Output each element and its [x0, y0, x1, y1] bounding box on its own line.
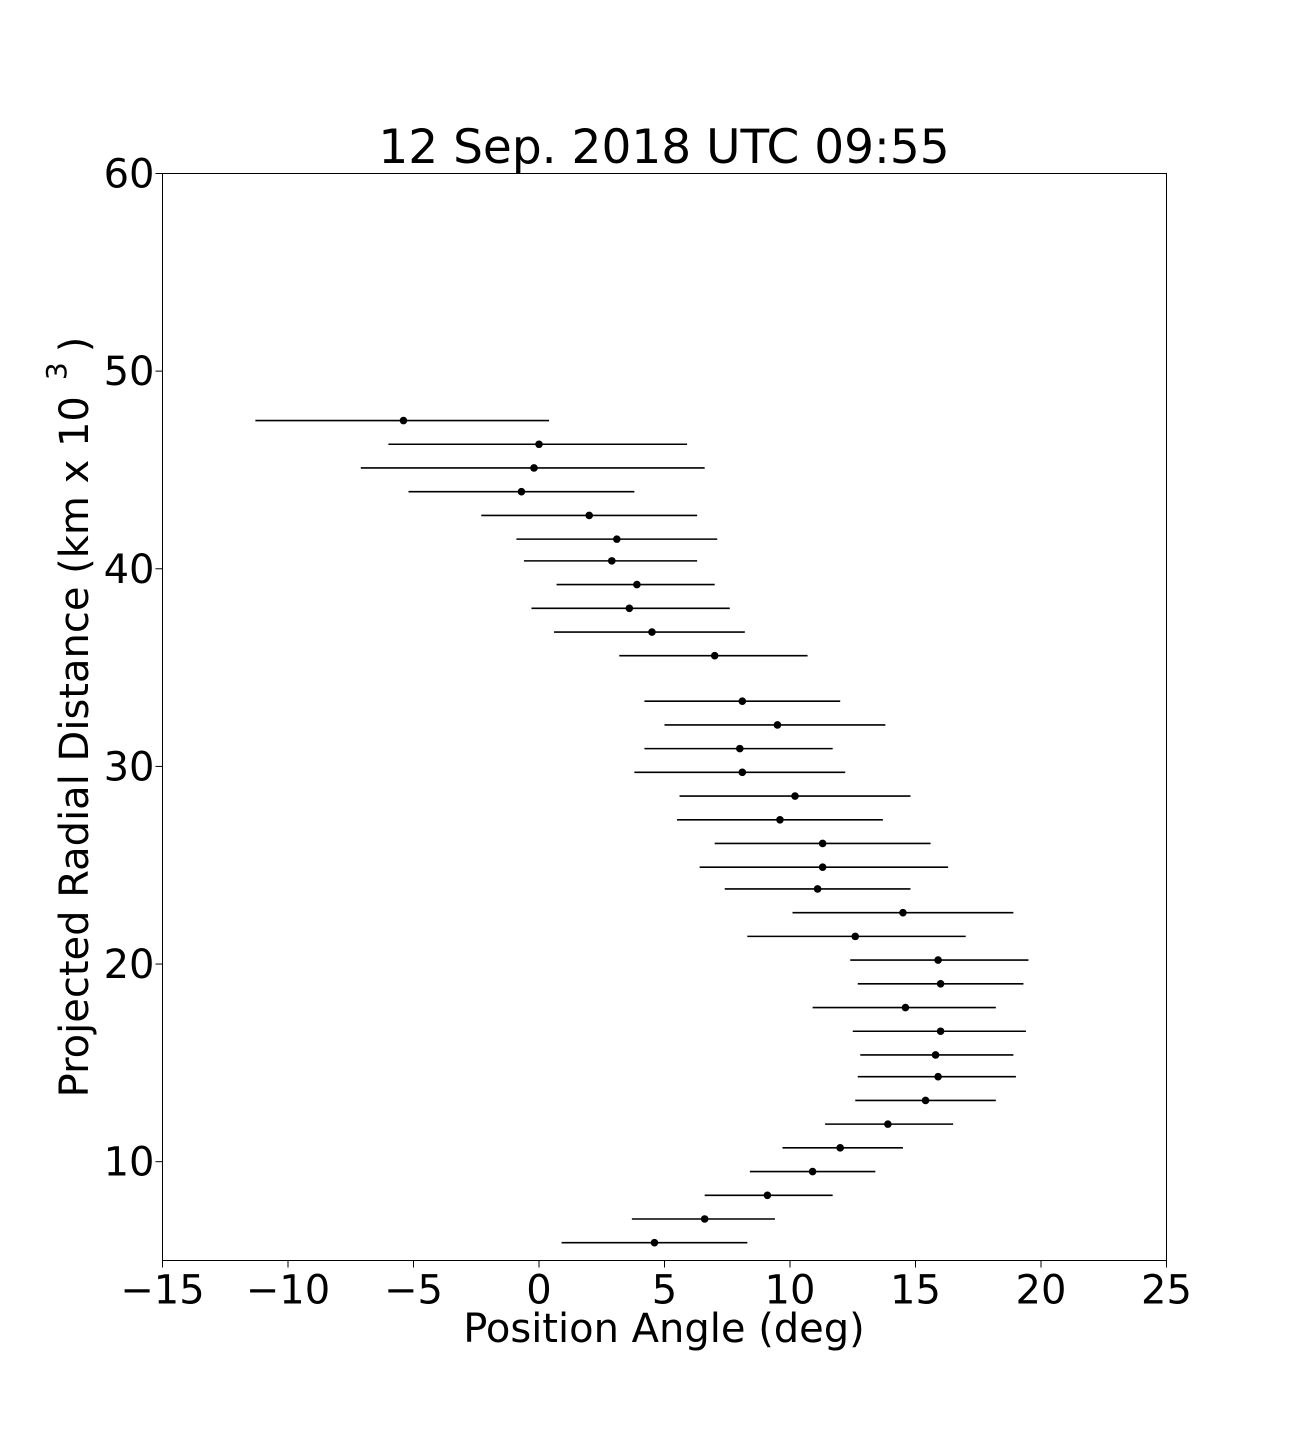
- data-point: [736, 744, 744, 753]
- x-tick-label: 25: [1141, 1268, 1192, 1314]
- data-point: [808, 1167, 817, 1176]
- data-point: [851, 932, 860, 941]
- data-point: [901, 1003, 910, 1012]
- data-point: [700, 1215, 709, 1223]
- y-tick-label: 30: [104, 744, 155, 790]
- data-point: [936, 980, 945, 988]
- x-axis-label: Position Angle (deg): [463, 1306, 865, 1352]
- y-tick-label: 50: [104, 349, 155, 395]
- y-tick-label: 10: [104, 1140, 155, 1186]
- y-tick-label: 20: [104, 942, 155, 988]
- data-point: [936, 1027, 945, 1036]
- data-point: [791, 792, 799, 800]
- y-axis: 10 20 30 40 50 60: [104, 152, 163, 1186]
- data-point: [607, 557, 616, 565]
- x-tick-label: −10: [246, 1268, 330, 1314]
- data-point: [763, 1191, 772, 1200]
- plot-area-frame: [162, 173, 1167, 1261]
- data-point: [535, 440, 543, 449]
- data-point: [921, 1096, 930, 1105]
- data-points: [399, 416, 945, 1247]
- x-tick-label: 0: [526, 1268, 551, 1314]
- data-point: [738, 768, 747, 777]
- x-tick-label: 5: [652, 1268, 677, 1314]
- y-axis-label-close: ): [52, 337, 98, 353]
- data-point: [931, 1051, 940, 1059]
- data-point: [613, 535, 621, 543]
- error-bars: [255, 419, 1029, 1244]
- x-tick-label: −5: [384, 1268, 443, 1314]
- data-point: [738, 697, 747, 705]
- data-point: [884, 1120, 892, 1128]
- data-point: [530, 464, 538, 472]
- data-point: [625, 604, 634, 613]
- data-point: [813, 885, 822, 893]
- data-point: [818, 839, 827, 848]
- y-tick-label: 60: [104, 152, 155, 198]
- y-tick-label: 40: [104, 547, 155, 593]
- data-point: [836, 1144, 844, 1152]
- x-axis: −15 −10 −5 0 5 10 15 20 25: [120, 1260, 1192, 1314]
- data-point: [710, 651, 719, 660]
- y-axis-label-exponent: 3: [40, 362, 73, 380]
- data-point: [650, 1238, 659, 1247]
- data-point: [899, 908, 907, 917]
- data-point: [934, 956, 942, 964]
- data-point: [773, 721, 782, 729]
- data-point: [633, 580, 641, 589]
- x-tick-label: −15: [120, 1268, 204, 1314]
- data-point: [648, 628, 656, 636]
- data-point: [517, 487, 526, 496]
- data-point: [818, 863, 827, 872]
- x-tick-label: 20: [1016, 1268, 1067, 1314]
- y-axis-label: Projected Radial Distance (km x 10 3): [40, 337, 98, 1098]
- data-point: [585, 511, 593, 520]
- data-point: [934, 1072, 942, 1081]
- y-axis-label-main: Projected Radial Distance (km x 10: [52, 396, 98, 1097]
- data-point: [399, 416, 408, 425]
- chart-title: 12 Sep. 2018 UTC 09:55: [378, 120, 949, 175]
- data-point: [776, 815, 784, 824]
- x-tick-label: 15: [890, 1268, 941, 1314]
- x-tick-label: 10: [765, 1268, 816, 1314]
